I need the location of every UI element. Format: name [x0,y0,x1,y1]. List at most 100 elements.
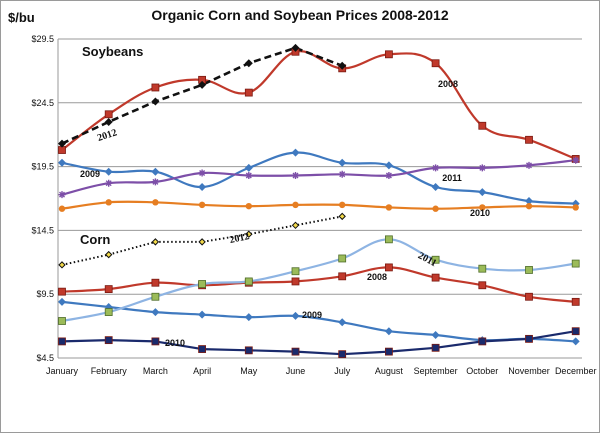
data-point [338,350,347,359]
data-point [104,167,113,176]
data-point [198,80,207,89]
data-point [245,202,252,210]
data-point [525,161,533,169]
group-label-corn: Corn [80,232,110,247]
series-label: 2009 [80,169,100,179]
data-point [105,179,113,187]
x-tick-label: September [414,366,458,376]
data-point [104,110,113,119]
y-tick-label: $24.5 [31,98,54,108]
data-point [58,287,66,296]
data-point [572,204,579,211]
data-point [431,331,440,340]
data-point [338,318,347,327]
data-point [431,183,440,192]
series-label: 2011 [416,250,438,269]
x-tick-label: July [334,366,351,376]
data-point [384,235,393,244]
data-point [478,164,486,172]
data-point [525,334,533,343]
x-axis-ticks: January February March April May June July Augu… [46,366,596,376]
data-point [151,308,160,317]
data-point [198,345,207,353]
data-point [338,61,347,70]
gridlines [57,38,582,359]
data-point [58,139,66,148]
data-point [478,337,487,346]
data-point [384,50,393,59]
data-point [245,230,253,238]
data-point [151,292,160,301]
data-point [105,199,112,206]
series-line [61,330,576,356]
data-point [338,254,347,263]
series-label: 2009 [302,310,322,320]
y-tick-label: $19.5 [31,162,54,172]
data-point [104,308,113,316]
data-point [571,337,580,346]
series-labels: 2008 2011 2010 2009 2012 2012 2011 2008 2009 2010 [80,79,490,348]
data-point [479,204,486,211]
data-point [244,163,253,172]
series-label: 2008 [367,272,387,282]
data-point [245,172,253,180]
series-line [61,151,576,205]
series-line [61,266,576,303]
data-point [151,337,160,346]
data-point [338,272,347,281]
data-point [384,327,393,336]
series-line [61,50,577,160]
x-tick-label: August [375,366,404,376]
data-point [571,259,580,268]
series-line [61,159,576,196]
data-point [432,205,439,212]
series-markers [58,43,580,359]
x-tick-label: November [508,366,550,376]
series-label: 2010 [165,338,185,348]
data-point [198,280,207,288]
x-tick-label: May [240,366,258,376]
data-point [572,156,580,164]
data-point [152,199,159,206]
series-label: 2008 [438,79,458,89]
series-lines [61,46,577,356]
x-tick-label: December [555,366,597,376]
data-point [291,267,300,276]
data-point [291,43,300,52]
data-point [338,158,347,167]
series-label: 2010 [470,208,490,218]
data-point [478,121,487,130]
y-tick-label: $29.5 [31,34,54,44]
data-point [525,292,533,301]
data-point [478,281,487,290]
data-point [58,261,66,269]
chart-title: Organic Corn and Soybean Prices 2008-201… [151,7,448,23]
data-point [151,83,160,92]
data-point [291,148,300,157]
y-tick-label: $4.5 [36,353,54,363]
data-point [431,59,440,68]
data-point [58,205,66,212]
data-point [291,277,300,286]
data-point [104,117,113,126]
data-point [151,97,160,106]
y-tick-label: $14.5 [31,225,54,235]
data-point [244,277,253,286]
data-point [244,59,253,68]
data-point [384,161,393,170]
data-point [525,266,533,274]
data-point [384,347,393,356]
data-point [292,172,299,180]
series-line [61,238,576,323]
data-point [525,135,533,144]
series-line [61,300,576,343]
data-point [339,201,346,209]
data-point [104,336,113,345]
data-point [384,263,393,272]
data-point [432,164,440,172]
data-point [151,278,160,287]
series-line [61,200,576,210]
data-point [338,170,346,178]
